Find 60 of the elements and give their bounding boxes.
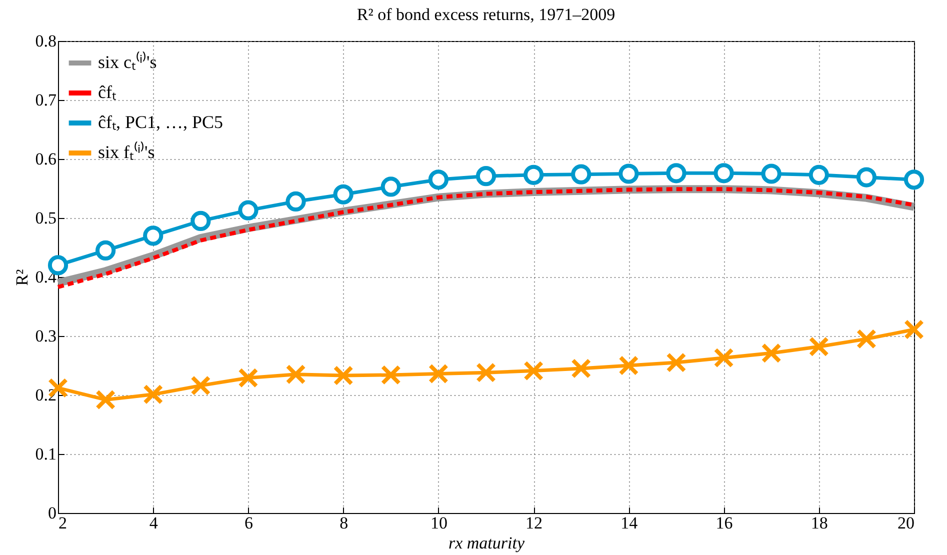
y-tick-label: 0.7 — [35, 90, 57, 110]
point — [428, 170, 449, 190]
y-tick-label: 0.1 — [35, 444, 56, 464]
point — [380, 176, 401, 197]
y-tick-label: 0.6 — [35, 150, 56, 168]
y-tick-label: 0.5 — [35, 208, 56, 228]
y-tick-label: 0.3 — [35, 326, 56, 346]
y-tick-label: 0 — [48, 504, 56, 522]
chart-title: R² of bond excess returns, 1971–2009 — [356, 5, 616, 24]
x-axis-title: rx maturity — [448, 534, 525, 552]
x-tick-label: 14 — [620, 514, 638, 532]
point — [714, 163, 734, 184]
point — [571, 164, 592, 184]
x-tick-label: 18 — [810, 514, 828, 532]
point — [904, 319, 924, 340]
x-tick-label: 6 — [244, 514, 253, 532]
point — [666, 163, 686, 184]
point — [856, 328, 877, 350]
point — [143, 384, 164, 404]
legend-label: ĉfₜ — [98, 82, 116, 102]
point — [476, 362, 496, 383]
x-tick-label: 2 — [58, 514, 67, 532]
point — [618, 164, 639, 184]
x-tick-label: 16 — [716, 514, 733, 532]
point — [190, 210, 211, 231]
point — [286, 364, 306, 384]
point — [95, 390, 116, 410]
point — [143, 226, 164, 246]
point — [808, 336, 829, 357]
point — [808, 164, 829, 185]
point — [333, 184, 354, 204]
point — [856, 167, 877, 188]
point — [761, 343, 782, 364]
point — [523, 164, 544, 185]
point — [714, 348, 734, 368]
point — [190, 376, 211, 396]
point — [571, 358, 592, 379]
legend-label: six cₜ⁽ⁱ⁾'s — [98, 51, 157, 72]
y-tick-label: 0.8 — [35, 32, 56, 50]
x-tick-label: 4 — [149, 514, 158, 532]
point — [238, 200, 258, 220]
x-tick-label: 8 — [340, 514, 348, 532]
point — [286, 191, 306, 212]
x-tick-label: 12 — [526, 514, 543, 532]
point — [523, 360, 544, 381]
x-tick-label: 20 — [898, 514, 914, 532]
point — [618, 355, 639, 376]
y-axis-title: R² — [12, 269, 32, 286]
legend-label: ĉfₜ, PC1, …, PC5 — [98, 112, 224, 132]
legend-label: six fₜ⁽ⁱ⁾'s — [98, 141, 155, 162]
point — [333, 365, 354, 386]
point — [666, 352, 686, 373]
point — [380, 364, 401, 385]
point — [95, 240, 116, 260]
point — [476, 166, 496, 186]
point — [904, 170, 924, 190]
point — [428, 364, 449, 384]
point — [238, 368, 258, 388]
x-tick-label: 10 — [430, 514, 448, 532]
point — [761, 164, 782, 184]
